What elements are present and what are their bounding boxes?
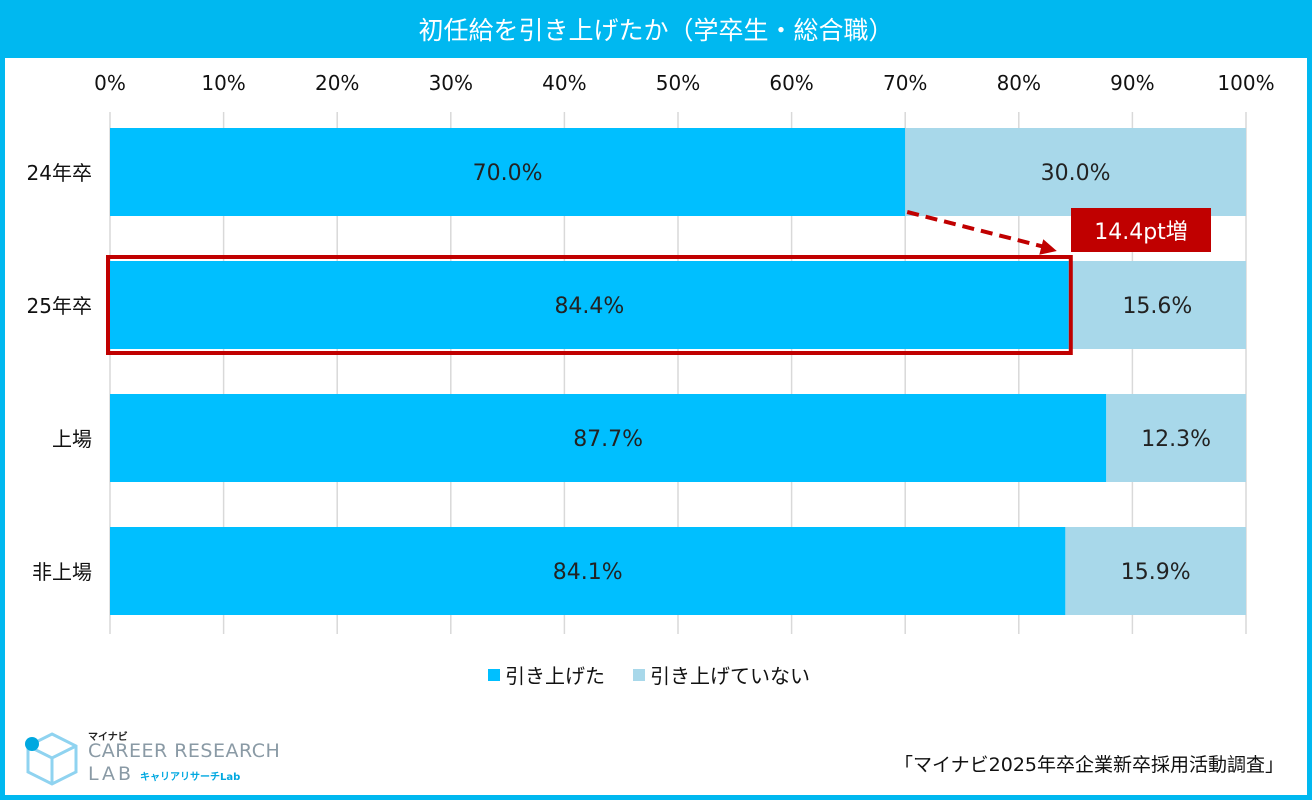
annotation-arrowhead bbox=[1039, 239, 1057, 255]
y-category-label: 上場 bbox=[52, 427, 92, 451]
data-label: 70.0% bbox=[473, 161, 543, 186]
data-label: 30.0% bbox=[1041, 161, 1111, 186]
x-tick-label: 0% bbox=[94, 71, 126, 95]
legend-swatch bbox=[633, 669, 645, 681]
bar-segment bbox=[110, 128, 906, 216]
y-category-label: 24年卒 bbox=[27, 161, 92, 185]
logo-brand: マイナビ bbox=[88, 732, 128, 743]
data-label: 12.3% bbox=[1141, 427, 1211, 452]
bar-segment bbox=[110, 261, 1069, 349]
x-tick-label: 70% bbox=[883, 71, 927, 95]
legend-label: 引き上げた bbox=[505, 664, 605, 688]
bar-segment bbox=[1106, 394, 1246, 482]
y-category-label: 25年卒 bbox=[27, 294, 92, 318]
x-tick-label: 60% bbox=[769, 71, 813, 95]
career-research-lab-logo: マイナビ CAREER RESEARCH LAB キャリアリサーチLab bbox=[22, 728, 292, 788]
x-tick-label: 20% bbox=[315, 71, 359, 95]
legend-label: 引き上げていない bbox=[650, 664, 810, 688]
x-tick-label: 90% bbox=[1110, 71, 1154, 95]
logo-sub: キャリアリサーチLab bbox=[140, 772, 241, 783]
annotation-arrow-line bbox=[906, 210, 1050, 250]
legend-swatch bbox=[488, 669, 500, 681]
annotation-box bbox=[1071, 208, 1211, 252]
chart-title-text: 初任給を引き上げたか（学卒生・総合職） bbox=[418, 16, 894, 45]
annotation-text: 14.4pt増 bbox=[1094, 220, 1188, 245]
source-note: 「マイナビ2025年卒企業新卒採用活動調査」 bbox=[894, 754, 1284, 776]
y-category-label: 非上場 bbox=[32, 560, 92, 584]
bar-segment bbox=[110, 527, 1066, 615]
x-tick-label: 10% bbox=[201, 71, 245, 95]
chart-title: 初任給を引き上げたか（学卒生・総合職） bbox=[0, 0, 1312, 58]
x-tick-label: 80% bbox=[997, 71, 1041, 95]
bar-segment bbox=[110, 394, 1107, 482]
data-label: 84.1% bbox=[553, 560, 623, 585]
logo-line1: CAREER RESEARCH bbox=[88, 740, 281, 762]
bar-segment bbox=[905, 128, 1246, 216]
data-label: 84.4% bbox=[554, 294, 624, 319]
bar-segment bbox=[1068, 261, 1246, 349]
x-tick-label: 100% bbox=[1217, 71, 1274, 95]
x-tick-label: 30% bbox=[429, 71, 473, 95]
data-label: 15.9% bbox=[1121, 560, 1191, 585]
data-label: 87.7% bbox=[573, 427, 643, 452]
data-label: 15.6% bbox=[1122, 294, 1192, 319]
cube-logo-icon bbox=[25, 732, 78, 786]
bar-segment bbox=[1065, 527, 1246, 615]
x-tick-label: 50% bbox=[656, 71, 700, 95]
x-tick-label: 40% bbox=[542, 71, 586, 95]
highlight-box bbox=[106, 255, 1073, 355]
logo-line2: LAB bbox=[88, 763, 135, 785]
